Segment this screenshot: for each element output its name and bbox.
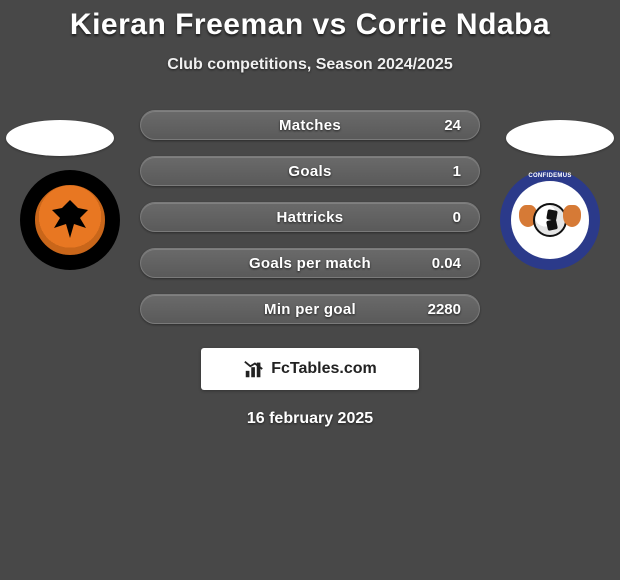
stat-row-min-per-goal: Min per goal 2280 [140, 294, 480, 324]
stat-row-hattricks: Hattricks 0 [140, 202, 480, 232]
stat-label: Goals per match [249, 255, 371, 272]
stat-row-goals-per-match: Goals per match 0.04 [140, 248, 480, 278]
stat-value: 24 [444, 117, 461, 134]
stat-value: 2280 [428, 301, 461, 318]
stat-label: Matches [279, 117, 341, 134]
generated-date: 16 february 2025 [0, 410, 620, 428]
stat-label: Hattricks [277, 209, 344, 226]
stat-row-matches: Matches 24 [140, 110, 480, 140]
stat-label: Goals [288, 163, 331, 180]
crest-motto: CONFIDEMUS [528, 173, 571, 179]
subtitle: Club competitions, Season 2024/2025 [0, 56, 620, 74]
stat-value: 0 [453, 209, 461, 226]
dundee-united-crest-icon [20, 170, 120, 270]
stats-card: Kieran Freeman vs Corrie Ndaba Club comp… [0, 0, 620, 580]
stat-label: Min per goal [264, 301, 356, 318]
club-crest-left [20, 170, 120, 270]
page-title: Kieran Freeman vs Corrie Ndaba [0, 8, 620, 42]
branding-link[interactable]: FcTables.com [201, 348, 419, 390]
club-crest-right: CONFIDEMUS [500, 170, 600, 270]
branding-label: FcTables.com [271, 360, 377, 378]
stat-row-goals: Goals 1 [140, 156, 480, 186]
bar-chart-icon [243, 358, 265, 380]
kilmarnock-crest-icon: CONFIDEMUS [500, 170, 600, 270]
stat-value: 0.04 [432, 255, 461, 272]
stat-value: 1 [453, 163, 461, 180]
stats-list: Matches 24 Goals 1 Hattricks 0 Goals per… [140, 110, 480, 324]
player-avatar-right [506, 120, 614, 156]
player-avatar-left [6, 120, 114, 156]
